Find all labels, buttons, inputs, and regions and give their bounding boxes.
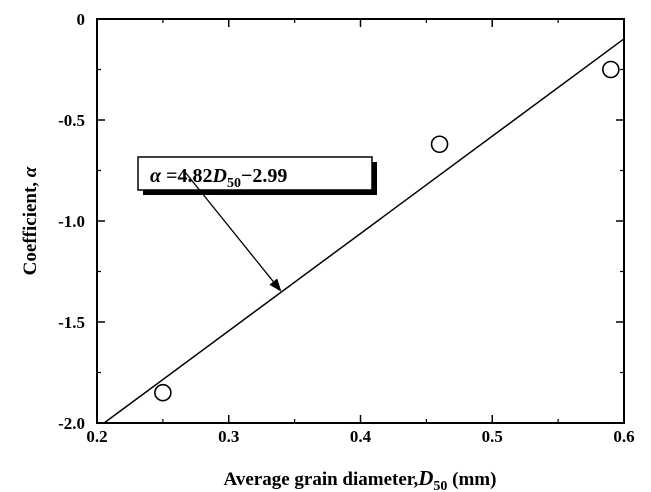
y-tick-label: -1.5 [58, 313, 85, 332]
data-point [602, 60, 620, 79]
equation-minus: − [241, 165, 252, 187]
plot-frame [96, 18, 625, 424]
y-tick-label: -1.0 [58, 212, 85, 231]
equation-var: D [211, 165, 226, 187]
x-tick-label: 0.5 [482, 427, 503, 446]
y-tick-label: 0 [77, 10, 86, 29]
equation-alpha: α [150, 165, 162, 187]
fit-line [103, 38, 625, 424]
x-tick-label: 0.4 [350, 427, 372, 446]
x-tick-label: 0.2 [86, 427, 107, 446]
y-tick-label: -2.0 [58, 414, 85, 433]
y-axis-title: Coefficient, α [20, 166, 41, 275]
equation-annotation: α =4.82D50−2.99 [137, 156, 377, 292]
equation-coef: =4.82 [161, 165, 212, 187]
y-tick-label: -0.5 [58, 111, 85, 130]
equation-const: 2.99 [252, 165, 287, 187]
data-point [430, 135, 449, 154]
equation-text: α =4.82D50−2.99 [150, 165, 287, 191]
equation-sub: 50 [227, 176, 241, 191]
data-point [154, 383, 172, 402]
annotation-arrow [184, 171, 274, 282]
x-axis-title: Average grain diameter,D50 (mm) [224, 466, 497, 492]
x-tick-label: 0.6 [613, 427, 634, 446]
equation-box [137, 156, 373, 191]
annotation-arrowhead [269, 278, 282, 292]
x-tick-label: 0.3 [218, 427, 239, 446]
